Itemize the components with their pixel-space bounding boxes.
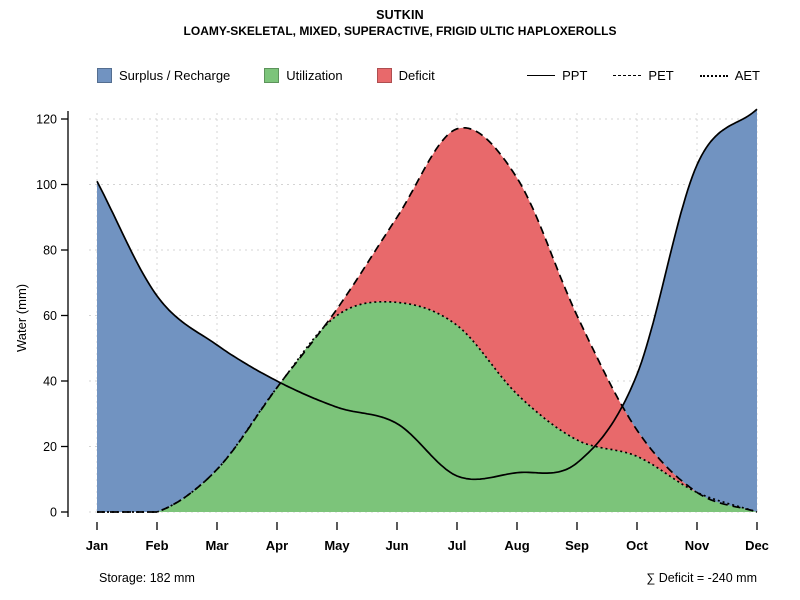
legend-label-ppt: PPT [562, 68, 588, 83]
storage-annotation: Storage: 182 mm [99, 571, 195, 585]
svg-text:Dec: Dec [745, 538, 769, 553]
legend-label-aet: AET [734, 68, 760, 83]
surplus-swatch-icon [97, 68, 112, 83]
legend-label-pet: PET [648, 68, 674, 83]
svg-text:May: May [324, 538, 350, 553]
svg-text:Oct: Oct [626, 538, 648, 553]
chart-subtitle: LOAMY-SKELETAL, MIXED, SUPERACTIVE, FRIG… [183, 24, 617, 38]
svg-text:120: 120 [36, 113, 57, 127]
legend-fill-group: Surplus / Recharge Utilization Deficit [97, 68, 469, 83]
svg-text:100: 100 [36, 178, 57, 192]
svg-text:Sep: Sep [565, 538, 589, 553]
svg-text:40: 40 [43, 375, 57, 389]
svg-text:Jul: Jul [448, 538, 467, 553]
legend-label-deficit: Deficit [398, 68, 435, 83]
svg-text:60: 60 [43, 309, 57, 323]
legend-item-surplus: Surplus / Recharge [97, 68, 230, 83]
svg-text:Mar: Mar [205, 538, 228, 553]
dashed-line-icon [613, 75, 642, 76]
svg-text:80: 80 [43, 244, 57, 258]
svg-text:Nov: Nov [685, 538, 710, 553]
svg-text:20: 20 [43, 440, 57, 454]
legend-item-deficit: Deficit [376, 68, 435, 83]
solid-line-icon [527, 75, 556, 76]
legend-item-utilization: Utilization [264, 68, 343, 83]
legend-label-surplus: Surplus / Recharge [119, 68, 231, 83]
deficit-sum-annotation: ∑ Deficit = -240 mm [646, 571, 757, 585]
legend-item-pet: PET [613, 68, 674, 83]
legend: Surplus / Recharge Utilization Deficit P… [97, 68, 760, 83]
svg-text:Jan: Jan [86, 538, 108, 553]
svg-text:Aug: Aug [504, 538, 529, 553]
svg-text:Apr: Apr [266, 538, 288, 553]
deficit-swatch-icon [376, 68, 392, 83]
legend-item-aet: AET [699, 68, 760, 83]
svg-text:Jun: Jun [385, 538, 408, 553]
legend-label-utilization: Utilization [286, 68, 343, 83]
chart-title: SUTKIN [376, 8, 424, 22]
svg-text:Feb: Feb [145, 538, 168, 553]
legend-line-group: PPT PET AET [501, 68, 760, 83]
svg-text:0: 0 [50, 506, 57, 520]
utilization-swatch-icon [264, 68, 280, 83]
legend-item-ppt: PPT [527, 68, 587, 83]
dotted-line-icon [699, 74, 728, 77]
